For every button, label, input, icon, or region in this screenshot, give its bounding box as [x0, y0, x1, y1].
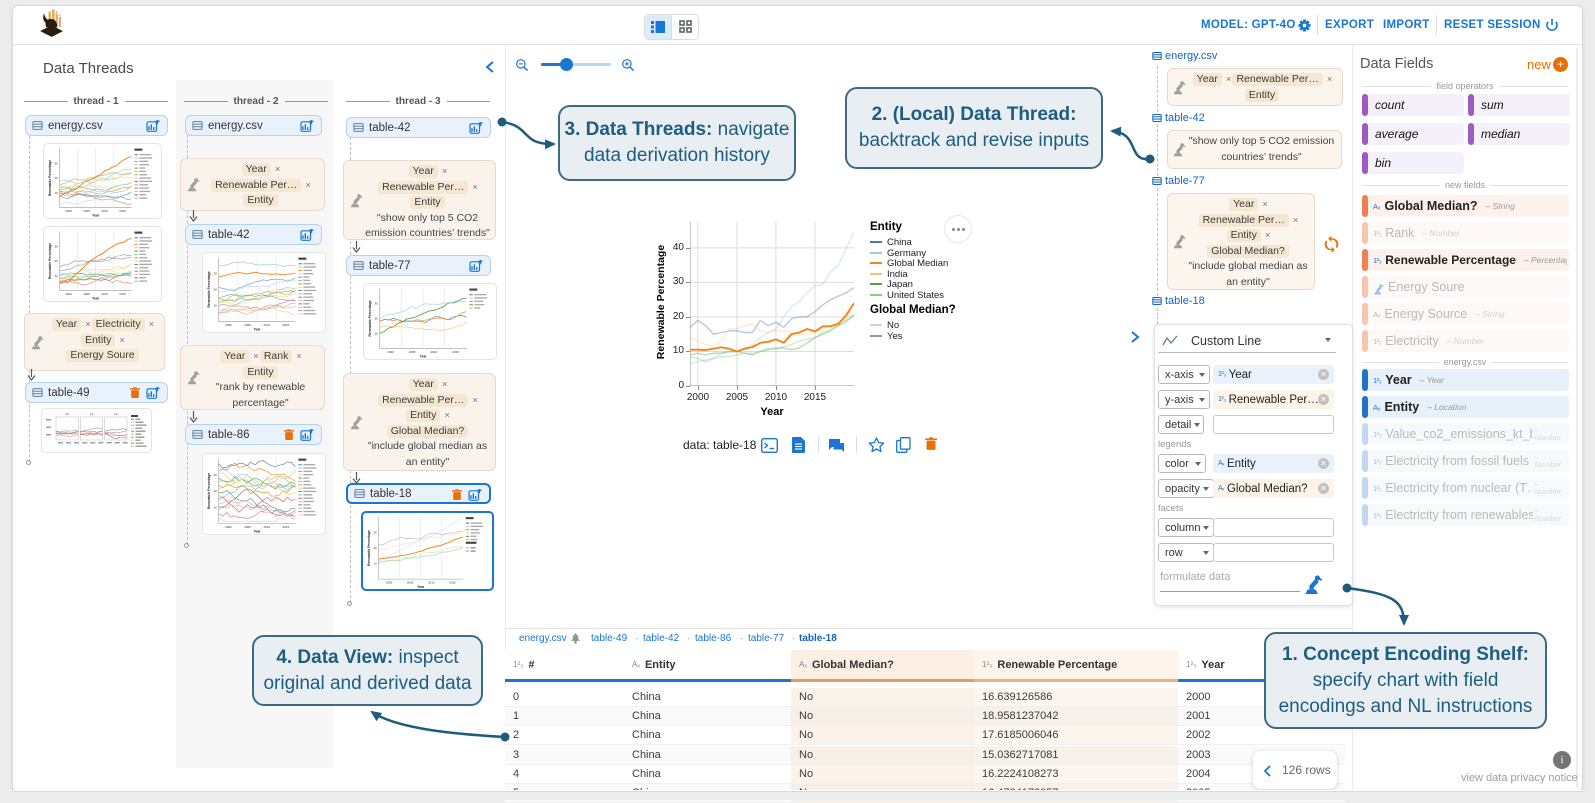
svg-text:10: 10: [373, 562, 377, 566]
svg-text:20: 20: [54, 176, 58, 180]
svg-text:c1: c1: [90, 412, 94, 416]
svg-text:Renewable Percentage: Renewable Percentage: [207, 271, 211, 307]
svg-text:2005: 2005: [83, 292, 90, 296]
svg-text:2005: 2005: [83, 209, 90, 213]
svg-text:Renewable Percentage: Renewable Percentage: [48, 243, 52, 279]
svg-text:2000: 2000: [387, 350, 394, 354]
svg-text:10: 10: [213, 304, 217, 308]
svg-text:2005: 2005: [244, 323, 251, 327]
svg-text:2010: 2010: [263, 525, 270, 529]
svg-text:30: 30: [54, 161, 58, 165]
svg-text:Year: Year: [92, 296, 100, 300]
svg-text:2010: 2010: [101, 209, 108, 213]
svg-text:Year: Year: [254, 327, 262, 331]
svg-text:10: 10: [375, 332, 379, 336]
svg-text:30: 30: [54, 244, 58, 248]
svg-text:2010: 2010: [263, 323, 270, 327]
svg-text:2005: 2005: [409, 350, 416, 354]
svg-text:2015: 2015: [283, 323, 290, 327]
svg-text:10: 10: [213, 505, 217, 509]
svg-text:2000: 2000: [386, 580, 393, 584]
svg-text:2015: 2015: [449, 580, 456, 584]
svg-text:Year: Year: [254, 529, 262, 533]
svg-text:20: 20: [54, 259, 58, 263]
svg-text:2005: 2005: [244, 525, 251, 529]
svg-text:20: 20: [213, 288, 217, 292]
svg-text:20: 20: [373, 546, 377, 550]
svg-text:Year: Year: [92, 213, 100, 217]
svg-text:2000: 2000: [65, 292, 72, 296]
svg-text:2015: 2015: [283, 525, 290, 529]
svg-text:c2: c2: [114, 412, 118, 416]
svg-text:10: 10: [54, 191, 58, 195]
svg-text:Renewable Percentage: Renewable Percentage: [368, 300, 372, 336]
svg-text:2010: 2010: [101, 292, 108, 296]
svg-text:30: 30: [213, 271, 217, 275]
svg-text:2005: 2005: [407, 580, 414, 584]
svg-text:2015: 2015: [119, 292, 126, 296]
svg-text:Year: Year: [417, 585, 425, 589]
svg-text:Renewable Percentage: Renewable Percentage: [48, 160, 52, 196]
svg-text:Renewable Percentage: Renewable Percentage: [207, 473, 211, 509]
svg-text:2010: 2010: [428, 580, 435, 584]
svg-text:2015: 2015: [452, 350, 459, 354]
svg-text:20: 20: [213, 489, 217, 493]
svg-text:2010: 2010: [431, 350, 438, 354]
svg-text:Renewable Percentage: Renewable Percentage: [367, 530, 371, 566]
svg-text:Year: Year: [420, 354, 428, 358]
svg-text:10: 10: [54, 274, 58, 278]
svg-text:2000: 2000: [225, 525, 232, 529]
svg-text:30: 30: [375, 301, 379, 305]
svg-text:2000: 2000: [225, 323, 232, 327]
svg-text:2015: 2015: [119, 209, 126, 213]
svg-text:30: 30: [373, 531, 377, 535]
svg-text:30: 30: [213, 473, 217, 477]
svg-text:2000: 2000: [65, 209, 72, 213]
svg-text:20: 20: [375, 317, 379, 321]
svg-text:c0: c0: [66, 412, 70, 416]
